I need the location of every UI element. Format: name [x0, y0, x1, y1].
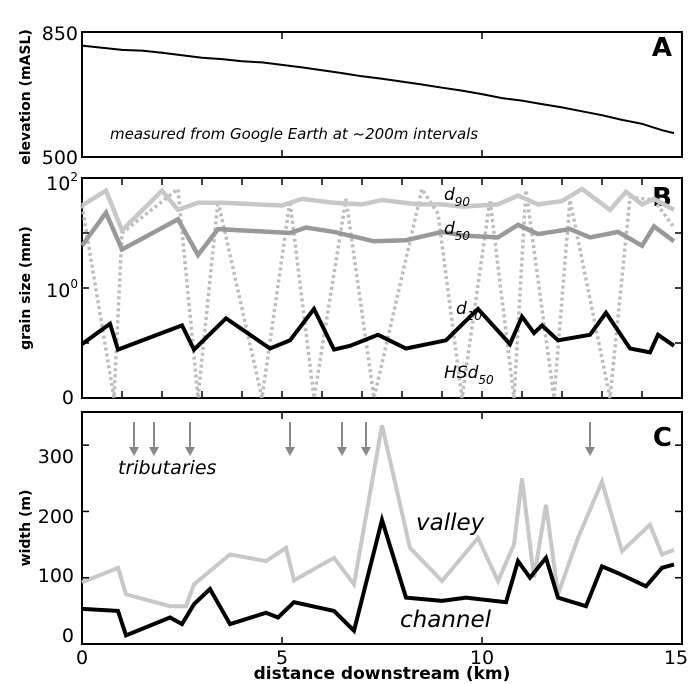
tributary-arrow-head: [361, 447, 371, 456]
panel-b-ylabel: grain size (mm): [18, 226, 34, 350]
elevation-line: [81, 44, 675, 135]
panel-c-ytick-300: 300: [38, 446, 74, 468]
label-hsd50-base: HSd: [444, 363, 479, 383]
label-d90-sub: 90: [455, 195, 471, 209]
panel-b-ytick-1-exp: 0: [70, 277, 78, 291]
valley-label: valley: [416, 510, 485, 536]
channel-label: channel: [400, 607, 492, 633]
panel-a-frame: [81, 31, 683, 158]
panel-b-ytick-1: 100: [46, 277, 78, 302]
panel-c: C width (m) distance downstream (km) 300…: [18, 411, 688, 684]
panel-c-xtick-15: 15: [664, 647, 688, 669]
panel-b-ytick-zero: 0: [62, 387, 74, 409]
label-d10: d10: [456, 299, 482, 323]
panel-c-ytick-100: 100: [38, 565, 74, 587]
valley-line: [81, 424, 675, 609]
panel-a-letter: A: [652, 33, 672, 63]
panel-b-frame: [81, 177, 683, 399]
label-d90-base: d: [444, 185, 455, 205]
panel-c-ytick-200: 200: [38, 506, 74, 528]
series-line-d90: [80, 186, 676, 235]
tributary-arrow-head: [185, 447, 195, 456]
label-d50-sub: 50: [455, 229, 471, 243]
panel-c-xtick-0: 0: [76, 647, 88, 669]
tributary-arrow-head: [585, 447, 595, 456]
tributary-arrow-head: [129, 447, 139, 456]
panel-c-xtick-5: 5: [276, 647, 288, 669]
panel-b-ytick-100-base: 10: [46, 173, 70, 195]
panel-c-frame: [81, 411, 683, 645]
panel-c-ytick-0: 0: [62, 625, 74, 647]
panel-c-plot-area: [81, 412, 683, 645]
panel-a-ylabel: elevation (mASL): [18, 29, 34, 165]
tributaries-label: tributaries: [118, 457, 217, 479]
panel-a-ytick-top: 850: [42, 23, 78, 45]
panel-b-ytick-100-exp: 2: [70, 170, 78, 184]
label-d50-base: d: [444, 219, 455, 239]
tributary-arrow-head: [285, 447, 295, 456]
panel-a: A 850 500 elevation (mASL) measured from…: [18, 23, 683, 169]
label-d90: d90: [444, 185, 470, 209]
tributary-arrow-head: [337, 447, 347, 456]
label-d10-sub: 10: [467, 309, 483, 323]
panel-a-plot-area: [81, 32, 683, 157]
label-hsd50: HSd50: [444, 363, 494, 387]
panel-b: B grain size (mm) 102 100 0 d90 d50 d10 …: [18, 170, 683, 409]
panel-c-xlabel: distance downstream (km): [254, 664, 511, 684]
label-d10-base: d: [456, 299, 467, 319]
label-d50: d50: [444, 219, 470, 243]
series-line-d10: [80, 305, 676, 355]
channel-line: [81, 512, 675, 639]
panel-c-letter: C: [653, 423, 672, 453]
series-line-hsd50: [80, 184, 676, 399]
series-line-d50: [80, 208, 676, 260]
panel-b-ytick-100: 102: [46, 170, 78, 195]
label-hsd50-sub: 50: [478, 373, 494, 387]
panel-c-ylabel: width (m): [18, 490, 34, 567]
tributary-arrow-head: [149, 447, 159, 456]
panel-b-ytick-1-base: 10: [46, 280, 70, 302]
panel-a-annotation: measured from Google Earth at ~200m inte…: [110, 125, 478, 143]
panel-b-plot-area: [80, 177, 683, 399]
panel-a-ytick-bottom: 500: [42, 147, 78, 169]
panel-c-xtick-10: 10: [470, 647, 494, 669]
